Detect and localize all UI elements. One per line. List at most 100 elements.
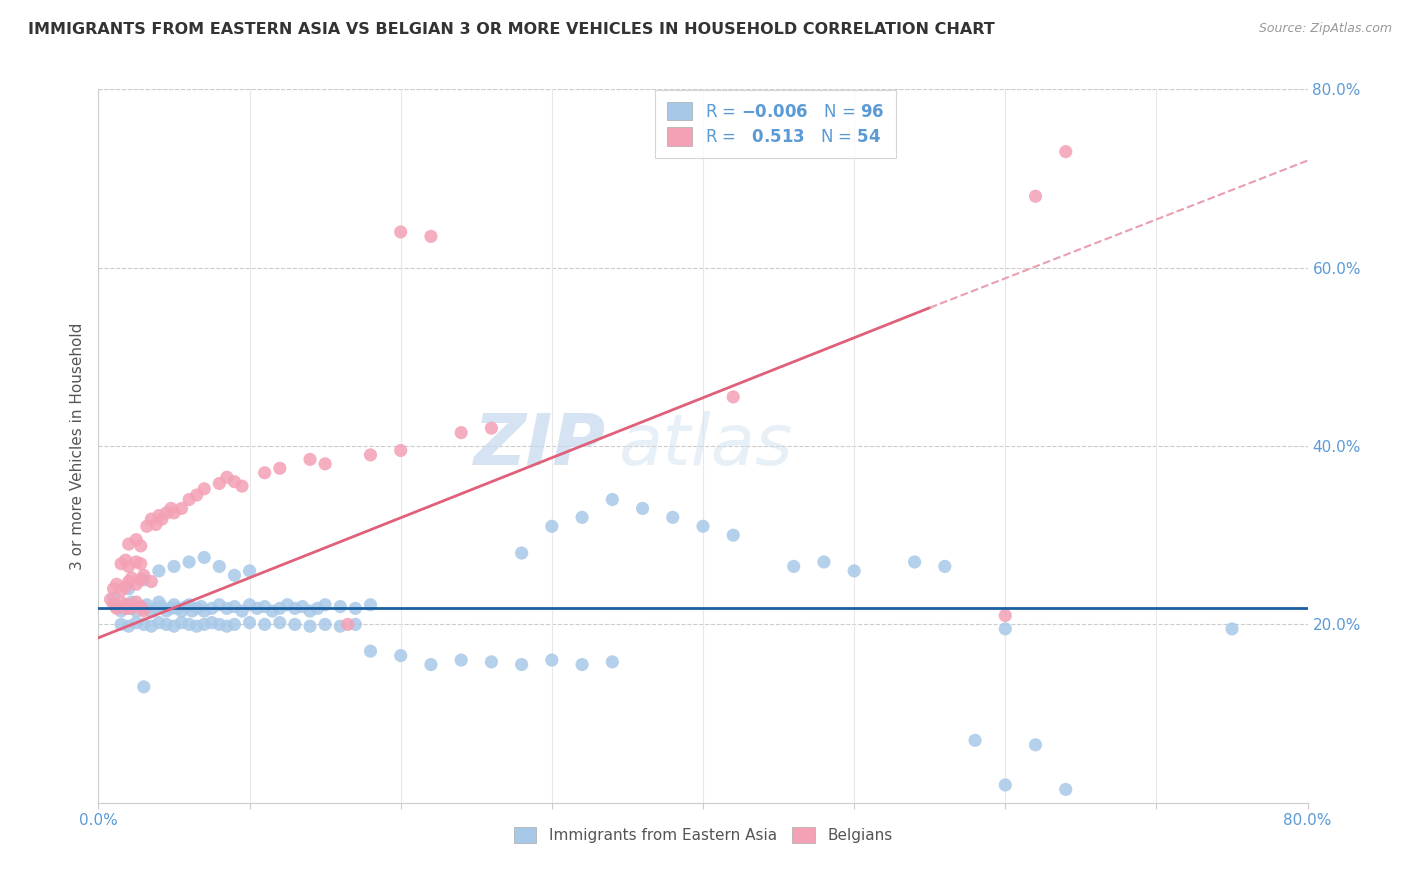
Point xyxy=(994,622,1017,636)
Point xyxy=(231,479,253,493)
Point xyxy=(965,733,987,747)
Point xyxy=(602,655,624,669)
Point xyxy=(420,229,443,244)
Point xyxy=(193,550,215,565)
Point xyxy=(299,452,322,467)
Point xyxy=(148,615,170,630)
Point xyxy=(269,601,291,615)
Point xyxy=(336,617,359,632)
Point xyxy=(481,421,503,435)
Point xyxy=(118,537,141,551)
Point xyxy=(450,425,472,440)
Point xyxy=(450,653,472,667)
Point xyxy=(904,555,927,569)
Point xyxy=(246,601,269,615)
Point xyxy=(193,617,215,632)
Point xyxy=(215,470,238,484)
Point xyxy=(571,510,593,524)
Point xyxy=(110,595,132,609)
Point xyxy=(1220,622,1243,636)
Point xyxy=(125,595,148,609)
Point xyxy=(510,657,533,672)
Point xyxy=(155,617,177,632)
Point xyxy=(163,619,186,633)
Point xyxy=(114,580,136,594)
Point xyxy=(150,512,173,526)
Point xyxy=(121,601,143,615)
Point xyxy=(193,482,215,496)
Point xyxy=(160,601,183,615)
Point xyxy=(181,604,204,618)
Point xyxy=(231,604,253,618)
Point xyxy=(186,619,208,633)
Point xyxy=(1024,189,1046,203)
Point xyxy=(118,601,141,615)
Point xyxy=(132,604,155,618)
Point xyxy=(141,512,163,526)
Point xyxy=(661,510,683,524)
Point xyxy=(118,619,141,633)
Legend: Immigrants from Eastern Asia, Belgians: Immigrants from Eastern Asia, Belgians xyxy=(505,818,901,852)
Text: atlas: atlas xyxy=(619,411,793,481)
Point xyxy=(163,559,186,574)
Point xyxy=(141,574,163,589)
Point xyxy=(844,564,866,578)
Point xyxy=(602,492,624,507)
Point xyxy=(132,573,155,587)
Point xyxy=(481,655,503,669)
Point xyxy=(103,598,125,612)
Point xyxy=(314,457,336,471)
Point xyxy=(148,595,170,609)
Point xyxy=(179,555,201,569)
Text: IMMIGRANTS FROM EASTERN ASIA VS BELGIAN 3 OR MORE VEHICLES IN HOUSEHOLD CORRELAT: IMMIGRANTS FROM EASTERN ASIA VS BELGIAN … xyxy=(28,22,995,37)
Point xyxy=(783,559,806,574)
Point xyxy=(389,225,412,239)
Point xyxy=(125,533,148,547)
Point xyxy=(571,657,593,672)
Point xyxy=(129,573,152,587)
Point xyxy=(201,615,224,630)
Point xyxy=(284,601,307,615)
Point xyxy=(276,598,298,612)
Point xyxy=(1054,782,1077,797)
Point xyxy=(132,601,155,615)
Point xyxy=(190,599,212,614)
Point xyxy=(692,519,714,533)
Point xyxy=(201,601,224,615)
Point xyxy=(170,501,193,516)
Text: ZIP: ZIP xyxy=(474,411,606,481)
Point xyxy=(934,559,956,574)
Point xyxy=(291,599,314,614)
Point xyxy=(723,528,745,542)
Point xyxy=(145,517,167,532)
Point xyxy=(224,599,246,614)
Point xyxy=(110,617,132,632)
Point xyxy=(118,574,141,589)
Point xyxy=(179,598,201,612)
Point xyxy=(135,519,157,533)
Point xyxy=(269,461,291,475)
Point xyxy=(723,390,745,404)
Point xyxy=(170,604,193,618)
Point xyxy=(110,604,132,618)
Point xyxy=(253,466,276,480)
Point xyxy=(813,555,835,569)
Point xyxy=(344,601,367,615)
Point xyxy=(1054,145,1077,159)
Point xyxy=(100,592,122,607)
Point xyxy=(163,506,186,520)
Point xyxy=(299,604,322,618)
Point xyxy=(155,604,177,618)
Point xyxy=(314,617,336,632)
Point xyxy=(160,501,183,516)
Point xyxy=(118,559,141,574)
Point xyxy=(163,598,186,612)
Point xyxy=(110,557,132,571)
Point xyxy=(329,599,352,614)
Point xyxy=(239,598,262,612)
Point xyxy=(540,519,562,533)
Point xyxy=(121,595,143,609)
Point xyxy=(360,644,382,658)
Point xyxy=(224,617,246,632)
Point xyxy=(389,648,412,663)
